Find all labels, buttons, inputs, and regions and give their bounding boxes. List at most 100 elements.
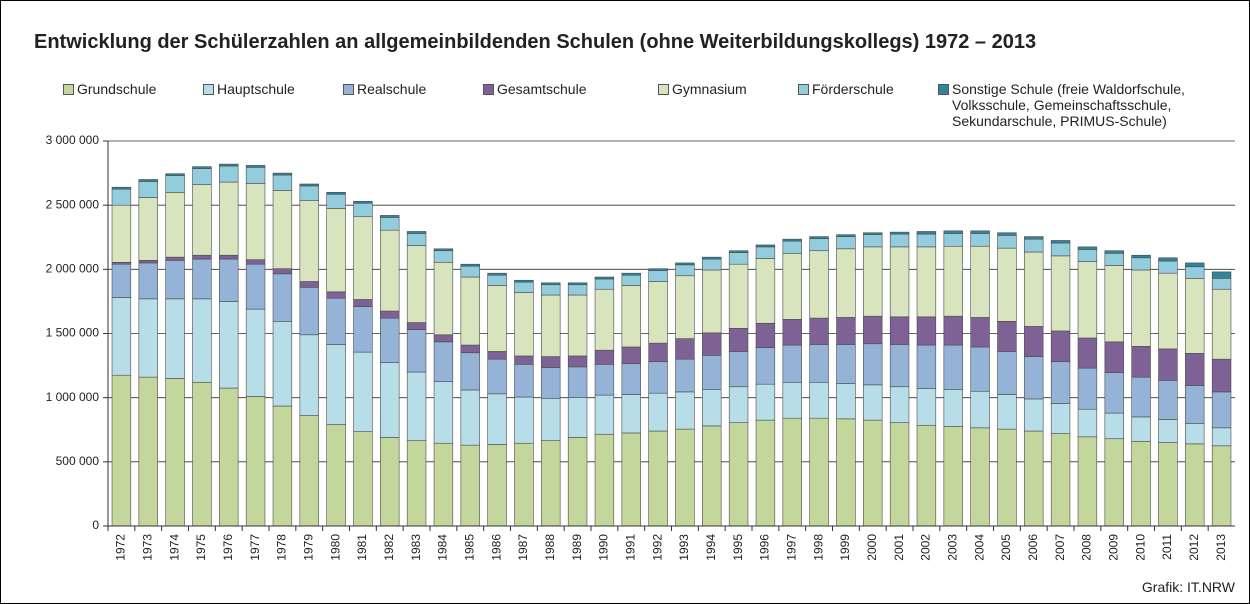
bar-segment — [380, 217, 400, 231]
bar-segment — [299, 281, 319, 288]
legend-label: Realschule — [357, 81, 427, 97]
bar-segment — [702, 258, 722, 271]
bar-segment — [299, 183, 319, 187]
bar-segment — [1131, 440, 1151, 527]
bar-segment — [702, 256, 722, 260]
bar-segment — [648, 281, 668, 344]
bar-segment — [165, 260, 185, 300]
bar-segment — [326, 208, 346, 293]
legend-swatch — [798, 84, 809, 95]
x-tick-label: 1996 — [758, 534, 772, 561]
bar-segment — [916, 231, 937, 235]
chart-title: Entwicklung der Schülerzahlen an allgeme… — [34, 31, 1037, 53]
bar-segment — [728, 252, 749, 265]
bar-segment — [1077, 249, 1098, 262]
x-tick-label: 1983 — [409, 534, 423, 561]
bar-segment — [111, 263, 132, 298]
x-tick-label: 2001 — [892, 534, 906, 561]
bar-segment — [567, 284, 588, 296]
bar-segment — [889, 316, 910, 345]
x-tick-label: 1994 — [704, 534, 718, 561]
bar-segment — [648, 342, 668, 363]
bar-segment — [460, 263, 480, 267]
bar-segment — [702, 269, 722, 334]
x-tick-label: 2006 — [1026, 534, 1040, 561]
bar-segment — [997, 351, 1017, 395]
legend-label: Hauptschule — [217, 81, 295, 97]
bar-segment — [1104, 438, 1124, 527]
bar-segment — [970, 427, 990, 527]
bar-segment — [272, 273, 293, 322]
legend-label: Grundschule — [77, 81, 157, 97]
bar-segment — [299, 185, 319, 201]
bar-segment — [809, 236, 829, 239]
bar-segment — [1077, 408, 1098, 438]
bar-segment — [916, 344, 937, 389]
bar-segment — [567, 397, 588, 438]
bar-segment — [487, 358, 507, 395]
bar-segment — [755, 244, 776, 248]
bar-segment — [621, 274, 641, 286]
bar-segment — [165, 173, 185, 176]
bar-segment — [1185, 353, 1205, 386]
bar-segment — [889, 233, 910, 248]
bar-segment — [245, 165, 266, 168]
bar-segment — [567, 282, 588, 286]
bar-segment — [433, 442, 454, 527]
bar-segment — [433, 381, 454, 444]
bar-segment — [943, 344, 963, 390]
bar-segment — [138, 262, 158, 300]
x-tick-label: 2009 — [1106, 534, 1120, 561]
bar-segment — [541, 440, 561, 527]
bar-segment — [460, 265, 480, 278]
bar-segment — [353, 201, 373, 204]
bar-segment — [782, 417, 802, 527]
bar-segment — [702, 389, 722, 427]
bar-segment — [809, 238, 829, 252]
bar-segment — [809, 317, 829, 345]
bar-segment — [997, 394, 1017, 430]
bar-segment — [782, 319, 802, 346]
bar-segment — [245, 259, 266, 265]
bar-segment — [863, 384, 883, 421]
y-tick-label: 0 — [92, 518, 99, 532]
bar-segment — [380, 362, 400, 438]
bar-segment — [541, 367, 561, 399]
bar-segment — [1050, 255, 1071, 332]
bar-segment — [1158, 272, 1178, 350]
bar-segment — [192, 258, 212, 300]
bar-segment — [621, 285, 641, 348]
bar-segment — [1185, 278, 1205, 354]
bar-segment — [1077, 367, 1098, 410]
bar-segment — [541, 282, 561, 286]
legend-item: Gesamtschule — [483, 81, 586, 97]
x-tick-label: 1982 — [382, 534, 396, 561]
bar-segment — [1131, 346, 1151, 378]
x-tick-label: 1987 — [516, 534, 530, 561]
bar-segment — [1158, 260, 1178, 274]
bar-segment — [1104, 265, 1124, 343]
bar-segment — [165, 378, 185, 527]
bar-segment — [836, 317, 856, 345]
bar-segment — [970, 346, 990, 392]
bar-segment — [997, 232, 1017, 236]
bar-segment — [836, 344, 856, 384]
bar-segment — [648, 268, 668, 271]
bar-segment — [326, 192, 346, 195]
bar-segment — [514, 396, 534, 444]
bar-segment — [1104, 252, 1124, 266]
bar-segment — [460, 276, 480, 346]
bar-segment — [863, 246, 883, 317]
x-tick-label: 1975 — [194, 534, 208, 561]
bar-segment — [755, 419, 776, 527]
bar-segment — [863, 232, 883, 235]
bar-segment — [1024, 251, 1044, 327]
bar-segment — [1077, 261, 1098, 339]
bar-segment — [165, 175, 185, 193]
y-tick-label: 500 000 — [56, 454, 100, 468]
bar-segment — [299, 415, 319, 527]
bar-segment — [138, 179, 158, 182]
bar-segment — [594, 288, 615, 351]
